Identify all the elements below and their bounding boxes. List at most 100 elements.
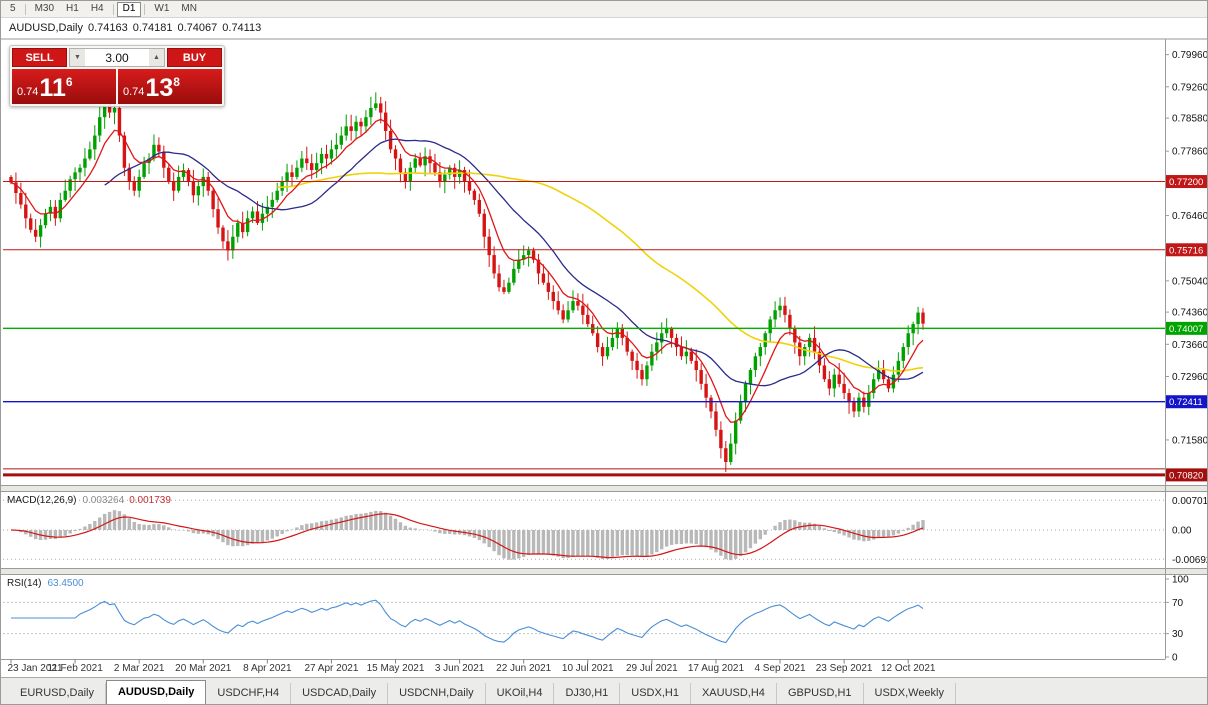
chart-tab-gbpusd-h1[interactable]: GBPUSD,H1 bbox=[777, 683, 864, 704]
chart-area: 0.79960 0.79260 0.78580 0.77860 0.76460 0.750… bbox=[1, 18, 1208, 679]
svg-text:0.72411: 0.72411 bbox=[1169, 397, 1203, 408]
buy-price-big: 13 bbox=[145, 74, 174, 102]
sma-20-line bbox=[104, 138, 924, 387]
svg-text:11 Feb 2021: 11 Feb 2021 bbox=[47, 663, 103, 674]
chart-tab-usdchf-h4[interactable]: USDCHF,H4 bbox=[206, 683, 292, 704]
sma-55-line bbox=[277, 172, 924, 372]
timeframe-button-d1[interactable]: D1 bbox=[116, 1, 142, 17]
chart-tab-usdcad-daily[interactable]: USDCAD,Daily bbox=[291, 683, 389, 704]
timeframe-button-w1[interactable]: W1 bbox=[148, 2, 175, 17]
chart-tab-audusd-daily[interactable]: AUDUSD,Daily bbox=[105, 680, 207, 704]
timeframe-button-5[interactable]: 5 bbox=[4, 2, 22, 17]
pane-borders bbox=[1, 38, 1207, 660]
sell-button[interactable]: SELL bbox=[12, 48, 67, 67]
macd-value-main: 0.003264 bbox=[82, 495, 125, 506]
svg-text:15 May 2021: 15 May 2021 bbox=[367, 663, 425, 674]
svg-text:4 Sep 2021: 4 Sep 2021 bbox=[754, 663, 806, 674]
svg-text:0.79960: 0.79960 bbox=[1172, 50, 1208, 61]
timeframe-toolbar: 5 M30 H1 H4 D1 W1 MN bbox=[1, 1, 1207, 18]
svg-text:27 Apr 2021: 27 Apr 2021 bbox=[304, 663, 358, 674]
timeframe-button-mn[interactable]: MN bbox=[175, 2, 203, 17]
svg-text:12 Oct 2021: 12 Oct 2021 bbox=[881, 663, 936, 674]
moving-averages bbox=[10, 118, 924, 423]
macd-name: MACD(12,26,9) bbox=[7, 495, 77, 506]
rsi-value: 63.4500 bbox=[47, 578, 84, 589]
svg-text:0.78580: 0.78580 bbox=[1172, 114, 1208, 125]
svg-text:0.71580: 0.71580 bbox=[1172, 435, 1208, 446]
svg-text:0.77860: 0.77860 bbox=[1172, 147, 1208, 158]
high-value: 0.74181 bbox=[132, 22, 173, 34]
low-value: 0.74067 bbox=[177, 22, 218, 34]
price-level-badge bbox=[1166, 321, 1207, 335]
svg-text:0.73660: 0.73660 bbox=[1172, 340, 1208, 351]
toolbar-separator bbox=[112, 3, 114, 15]
macd-histogram bbox=[14, 510, 925, 561]
svg-text:10 Jul 2021: 10 Jul 2021 bbox=[562, 663, 614, 674]
price-level-badge bbox=[1166, 468, 1207, 482]
svg-text:0.75040: 0.75040 bbox=[1172, 276, 1208, 287]
svg-text:17 Aug 2021: 17 Aug 2021 bbox=[688, 663, 745, 674]
chart-tab-eurusd-daily[interactable]: EURUSD,Daily bbox=[9, 683, 106, 704]
timeframe-button-m30[interactable]: M30 bbox=[29, 2, 60, 17]
svg-text:0.00: 0.00 bbox=[1172, 526, 1192, 537]
buy-price-pip: 8 bbox=[173, 75, 180, 89]
svg-text:30: 30 bbox=[1172, 629, 1184, 640]
timeframe-button-h4[interactable]: H4 bbox=[85, 2, 110, 17]
svg-text:0.79260: 0.79260 bbox=[1172, 82, 1208, 93]
chart-tab-usdx-weekly[interactable]: USDX,Weekly bbox=[864, 683, 956, 704]
svg-text:0.77200: 0.77200 bbox=[1169, 177, 1203, 188]
volume-decrease-button[interactable]: ▼ bbox=[70, 49, 85, 66]
toolbar-separator bbox=[144, 3, 146, 15]
symbol-label: AUDUSD,Daily bbox=[9, 22, 83, 34]
chart-title: AUDUSD,Daily 0.74163 0.74181 0.74067 0.74113 bbox=[9, 22, 266, 34]
svg-text:23 Jan 2021: 23 Jan 2021 bbox=[7, 663, 62, 674]
buy-price-prefix: 0.74 bbox=[123, 86, 145, 98]
svg-text:3 Jun 2021: 3 Jun 2021 bbox=[435, 663, 485, 674]
svg-text:23 Sep 2021: 23 Sep 2021 bbox=[816, 663, 873, 674]
buy-price-box[interactable]: 0.74 13 8 bbox=[118, 69, 222, 104]
svg-text:-0.00692: -0.00692 bbox=[1172, 555, 1208, 566]
sell-price-pip: 6 bbox=[65, 75, 73, 89]
chart-tab-dj30-h1[interactable]: DJ30,H1 bbox=[554, 683, 621, 704]
volume-increase-button[interactable]: ▲ bbox=[149, 49, 164, 66]
chart-tab-ukoil-h4[interactable]: UKOil,H4 bbox=[486, 683, 555, 704]
svg-text:0.75716: 0.75716 bbox=[1169, 245, 1203, 256]
price-level-badge bbox=[1166, 395, 1207, 409]
svg-text:100: 100 bbox=[1172, 575, 1189, 586]
toolbar-separator bbox=[24, 3, 26, 15]
volume-stepper: ▼ ▲ bbox=[69, 48, 165, 67]
macd-signal-line bbox=[10, 513, 924, 559]
volume-input[interactable] bbox=[85, 49, 149, 66]
rsi-line bbox=[11, 599, 924, 644]
svg-text:0.74007: 0.74007 bbox=[1169, 324, 1203, 335]
open-value: 0.74163 bbox=[87, 22, 128, 34]
candles bbox=[9, 92, 925, 472]
chart-tab-usdx-h1[interactable]: USDX,H1 bbox=[620, 683, 691, 704]
svg-text:29 Jul 2021: 29 Jul 2021 bbox=[626, 663, 678, 674]
svg-text:22 Jun 2021: 22 Jun 2021 bbox=[496, 663, 551, 674]
macd-indicator-label: MACD(12,26,9) 0.003264 0.001739 bbox=[7, 495, 171, 506]
sell-price-prefix: 0.74 bbox=[17, 86, 39, 98]
chart-tab-usdcnh-daily[interactable]: USDCNH,Daily bbox=[388, 683, 486, 704]
chart-canvas[interactable]: 0.79960 0.79260 0.78580 0.77860 0.76460 0.750… bbox=[1, 18, 1208, 679]
sell-price-big: 11 bbox=[39, 74, 66, 102]
close-value: 0.74113 bbox=[222, 22, 262, 34]
macd-value-signal: 0.001739 bbox=[129, 495, 171, 506]
svg-text:0.70820: 0.70820 bbox=[1169, 470, 1203, 481]
ema-8-line bbox=[10, 118, 924, 423]
price-axis: 0.79960 0.79260 0.78580 0.77860 0.76460 0.750… bbox=[1165, 50, 1208, 482]
timeframe-button-h1[interactable]: H1 bbox=[60, 2, 85, 17]
rsi-name: RSI(14) bbox=[7, 578, 42, 589]
svg-text:20 Mar 2021: 20 Mar 2021 bbox=[175, 663, 232, 674]
svg-text:8 Apr 2021: 8 Apr 2021 bbox=[243, 663, 292, 674]
price-level-badge bbox=[1166, 243, 1207, 257]
buy-button[interactable]: BUY bbox=[167, 48, 222, 67]
svg-text:2 Mar 2021: 2 Mar 2021 bbox=[114, 663, 165, 674]
svg-text:0.76460: 0.76460 bbox=[1172, 211, 1208, 222]
price-level-badge bbox=[1166, 175, 1207, 189]
chart-tab-xauusd-h4[interactable]: XAUUSD,H4 bbox=[691, 683, 777, 704]
sell-price-box[interactable]: 0.74 11 6 bbox=[12, 69, 116, 104]
